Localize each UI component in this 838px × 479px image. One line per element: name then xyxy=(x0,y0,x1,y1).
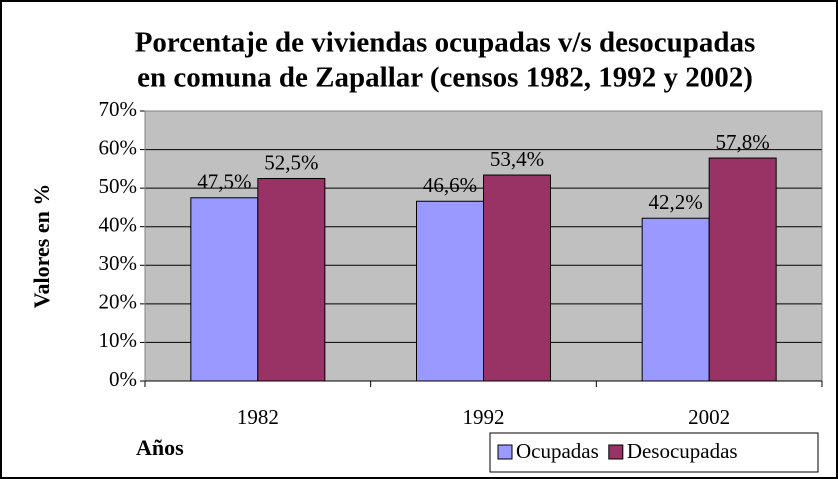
x-tick-label: 1992 xyxy=(463,405,505,429)
y-tick-label: 30% xyxy=(99,251,138,275)
bar xyxy=(190,197,259,382)
bar xyxy=(416,200,484,382)
chart-title: en comuna de Zapallar (censos 1982, 1992… xyxy=(137,62,753,94)
data-label: 57,8% xyxy=(716,130,770,154)
bar xyxy=(483,174,551,382)
bar xyxy=(641,217,710,382)
x-tick-label: 1982 xyxy=(237,405,279,429)
y-tick-label: 0% xyxy=(109,367,137,391)
y-tick-label: 40% xyxy=(99,213,138,237)
y-axis-label: Valores en % xyxy=(29,184,54,309)
legend-label: Ocupadas xyxy=(516,439,599,463)
bar xyxy=(708,157,777,382)
x-axis-label: Años xyxy=(136,435,184,460)
x-tick-label: 2002 xyxy=(688,405,730,429)
legend-swatch xyxy=(497,444,513,460)
data-label: 47,5% xyxy=(197,170,251,194)
data-label: 52,5% xyxy=(264,150,318,174)
chart-title: Porcentaje de viviendas ocupadas v/s des… xyxy=(135,27,756,59)
data-label: 42,2% xyxy=(649,190,703,214)
y-tick-label: 60% xyxy=(99,135,138,159)
data-label: 53,4% xyxy=(490,147,544,171)
y-tick-label: 70% xyxy=(99,97,138,121)
bar xyxy=(257,178,326,382)
y-tick-label: 10% xyxy=(99,328,138,352)
legend-label: Desocupadas xyxy=(627,439,738,463)
y-tick-label: 50% xyxy=(99,174,138,198)
data-label: 46,6% xyxy=(423,173,477,197)
y-tick-label: 20% xyxy=(99,290,138,314)
legend-swatch xyxy=(608,444,624,460)
legend-box xyxy=(489,432,819,473)
